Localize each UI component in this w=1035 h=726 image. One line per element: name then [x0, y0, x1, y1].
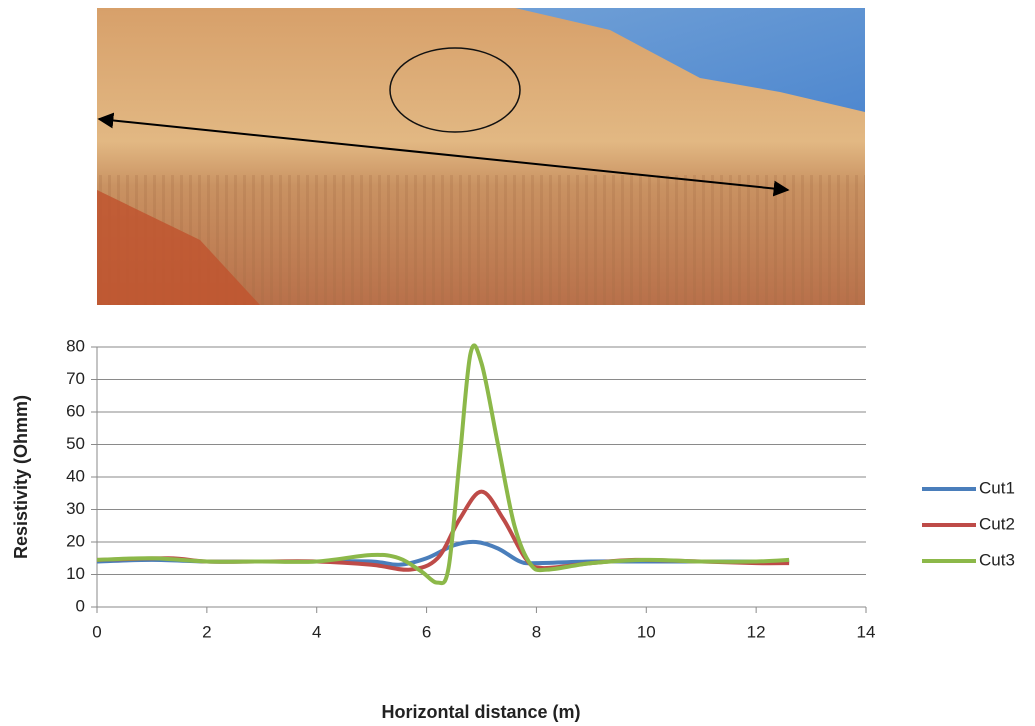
x-tick-label: 2: [202, 622, 211, 641]
y-tick-label: 30: [66, 499, 85, 518]
legend-label: Cut3: [979, 550, 1015, 569]
x-tick-label: 0: [92, 622, 101, 641]
x-tick-label: 6: [422, 622, 431, 641]
x-tick-label: 10: [637, 622, 656, 641]
x-tick-label: 12: [747, 622, 766, 641]
y-tick-label: 70: [66, 369, 85, 388]
y-tick-label: 0: [76, 596, 85, 615]
x-tick-label: 4: [312, 622, 321, 641]
y-tick-label: 10: [66, 564, 85, 583]
y-tick-label: 50: [66, 434, 85, 453]
series-line: [97, 492, 789, 570]
y-tick-label: 80: [66, 336, 85, 355]
x-axis-title: Horizontal distance (m): [381, 702, 580, 722]
legend-label: Cut1: [979, 478, 1015, 497]
y-axis-title: Resistivity (Ohmm): [11, 395, 31, 559]
y-tick-label: 20: [66, 531, 85, 550]
plot: 0 10 20 30 40 50 60 70 80 0 2 4 6 8 10 12 14 Cut1 Cut2 Cut3: [66, 336, 1015, 641]
x-tick-label: 14: [857, 622, 876, 641]
legend-label: Cut2: [979, 514, 1015, 533]
x-tick-label: 8: [532, 622, 541, 641]
y-tick-label: 60: [66, 401, 85, 420]
photo: [97, 8, 865, 305]
figure: 0 10 20 30 40 50 60 70 80 0 2 4 6 8 10 12 14 Cut1 Cut2 Cut3…: [0, 0, 1035, 726]
y-tick-label: 40: [66, 466, 85, 485]
